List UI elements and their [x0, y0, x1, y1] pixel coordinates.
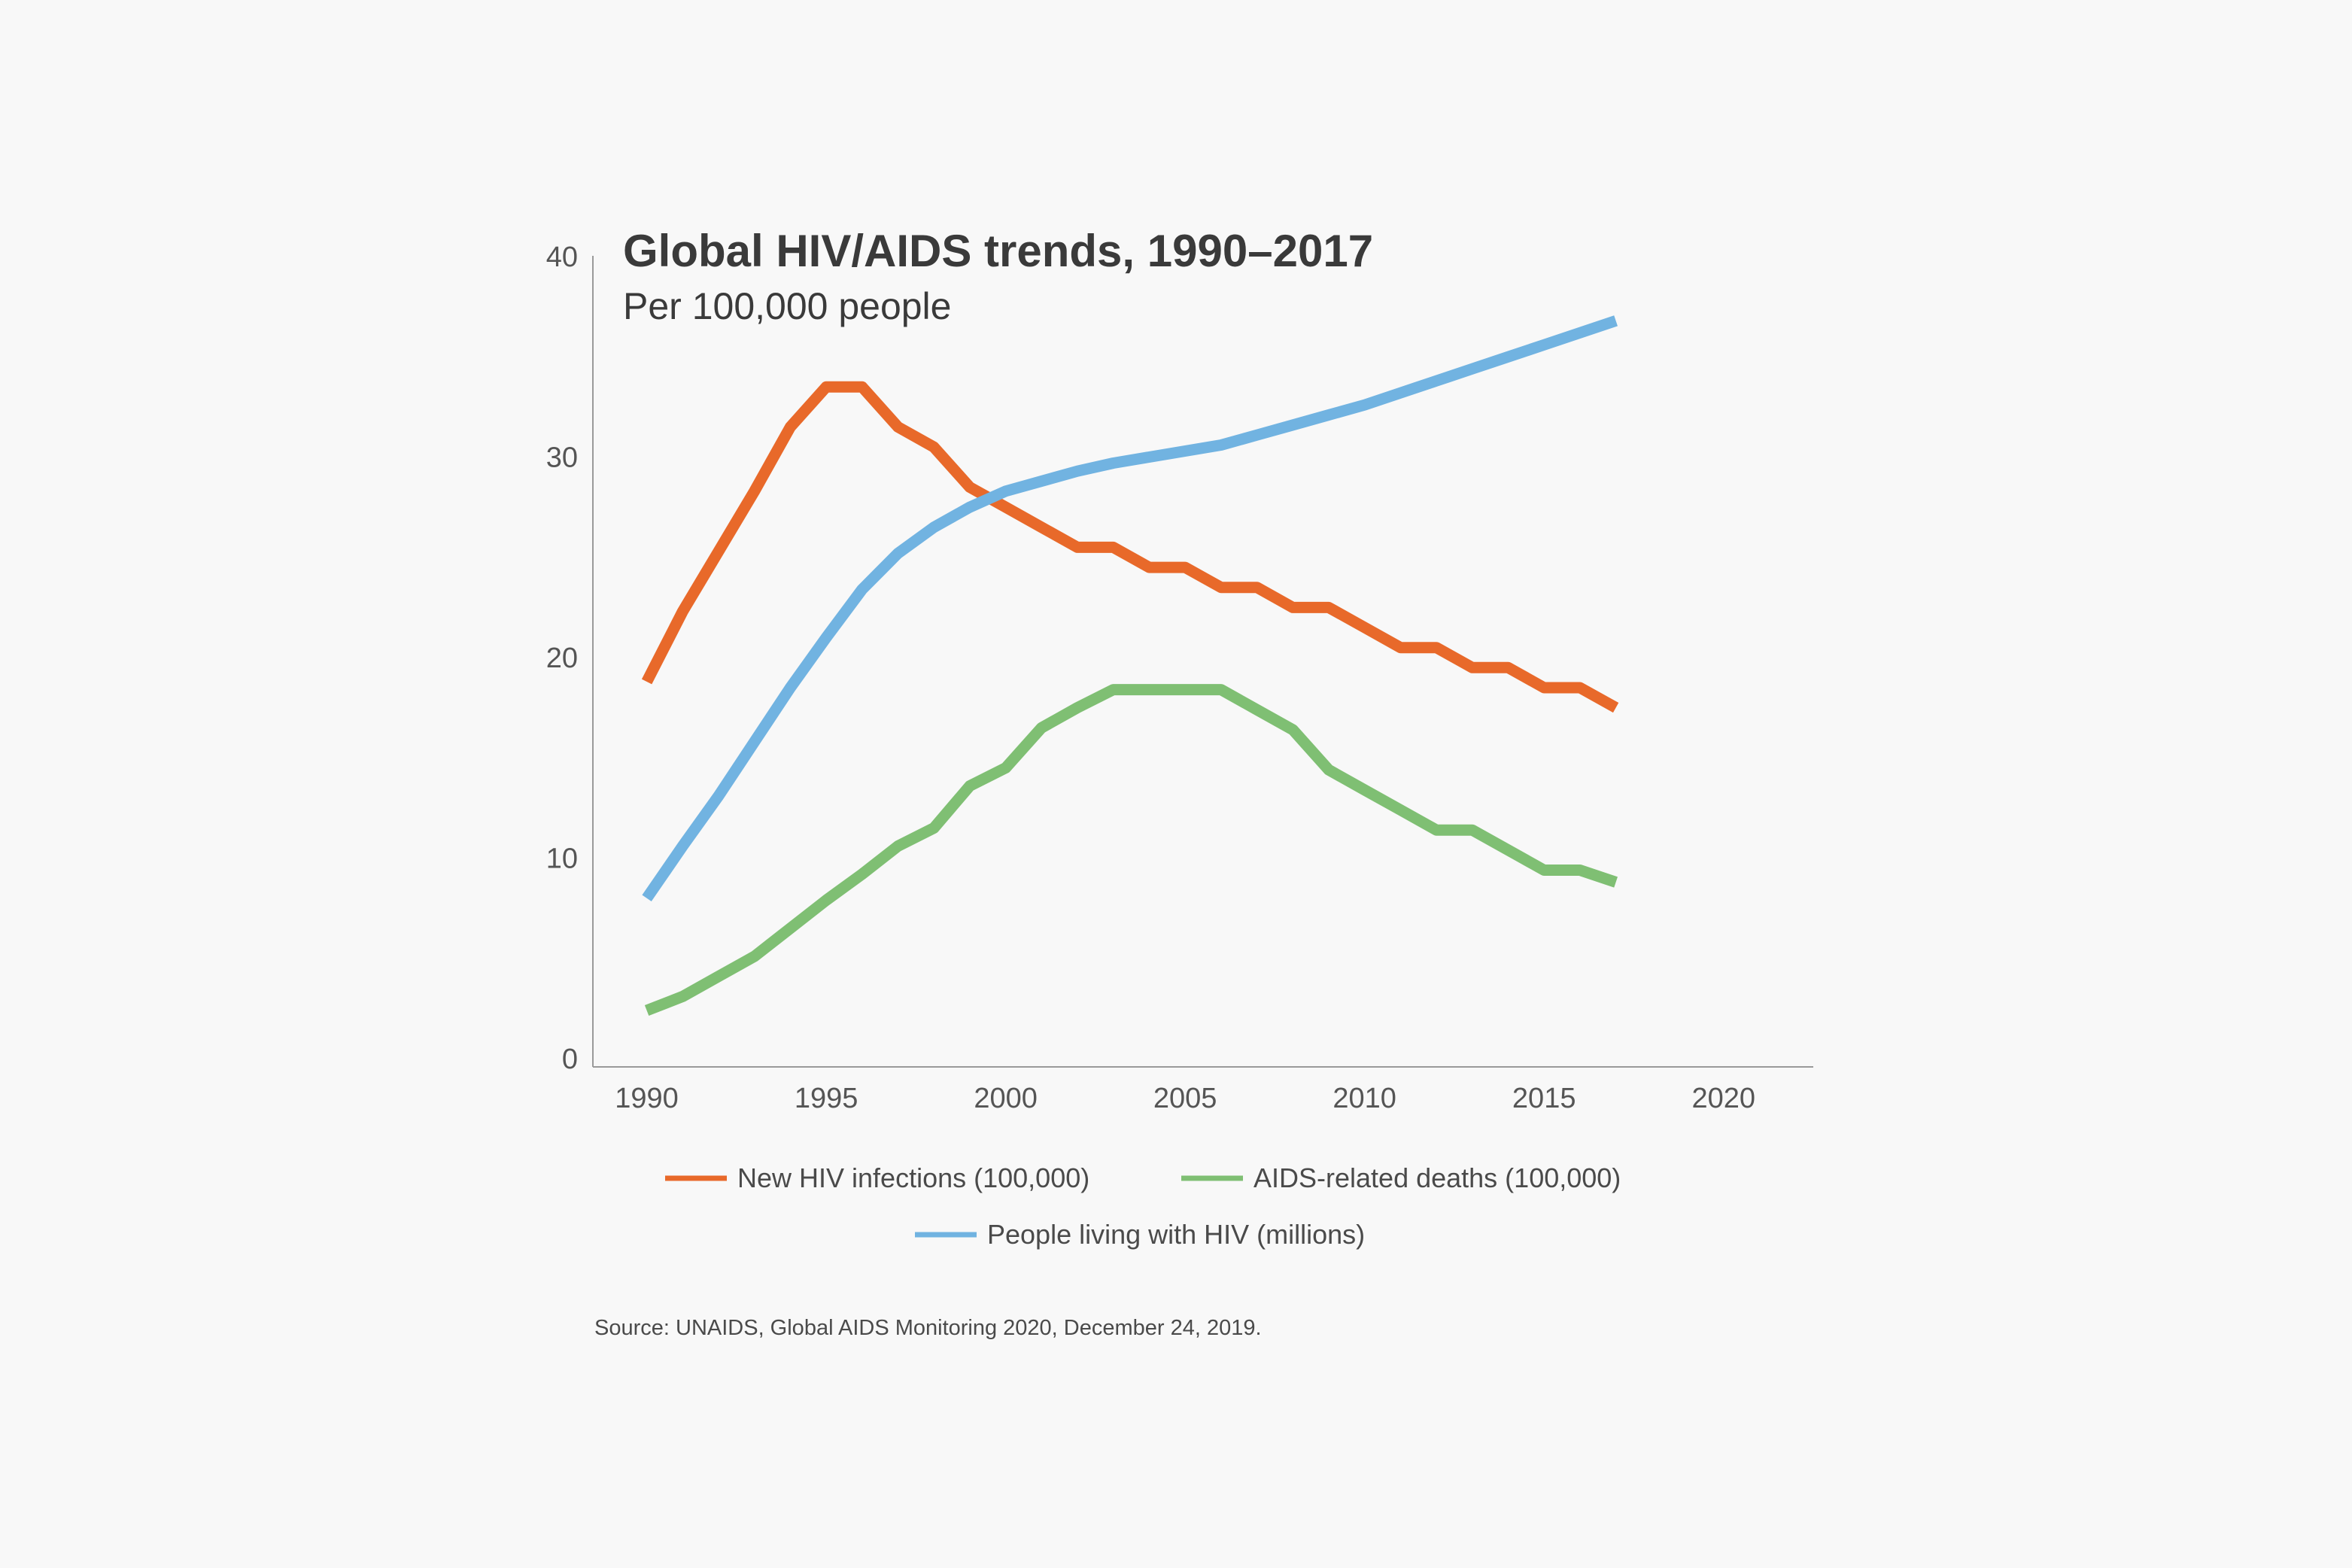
- y-tick-label: 40: [546, 242, 578, 273]
- chart-subtitle: Per 100,000 people: [623, 285, 951, 327]
- y-tick-label: 10: [546, 843, 578, 875]
- x-tick-label: 1995: [795, 1083, 858, 1114]
- legend-label-2: AIDS-related deaths (100,000): [1253, 1162, 1621, 1193]
- x-tick-label: 2015: [1512, 1083, 1576, 1114]
- legend: New HIV infections (100,000) AIDS-related…: [665, 1162, 1621, 1250]
- y-tick-label: 30: [546, 442, 578, 474]
- source-note: Source: UNAIDS, Global AIDS Monitoring 2…: [594, 1316, 1262, 1340]
- series-lines: [641, 315, 1619, 1016]
- series-line-1: [641, 381, 1619, 713]
- x-tick-label: 2020: [1691, 1083, 1755, 1114]
- legend-label-3: People living with HIV (millions): [987, 1219, 1365, 1250]
- x-tick-label: 2010: [1332, 1083, 1396, 1114]
- y-tick-label: 0: [562, 1044, 578, 1075]
- axes: [592, 256, 1813, 1068]
- series-line-2: [644, 684, 1618, 1016]
- y-tick-label: 20: [546, 643, 578, 674]
- x-axis-ticks: 1990 1995 2000 2005 2010 2015 2020: [615, 1083, 1755, 1114]
- y-axis-ticks: 0 10 20 30 40: [546, 242, 578, 1075]
- chart-title: Global HIV/AIDS trends, 1990–2017: [623, 226, 1373, 276]
- x-tick-label: 2005: [1153, 1083, 1217, 1114]
- x-tick-label: 2000: [974, 1083, 1038, 1114]
- series-line-3: [642, 315, 1618, 902]
- legend-label-1: New HIV infections (100,000): [737, 1162, 1089, 1193]
- x-tick-label: 1990: [615, 1083, 679, 1114]
